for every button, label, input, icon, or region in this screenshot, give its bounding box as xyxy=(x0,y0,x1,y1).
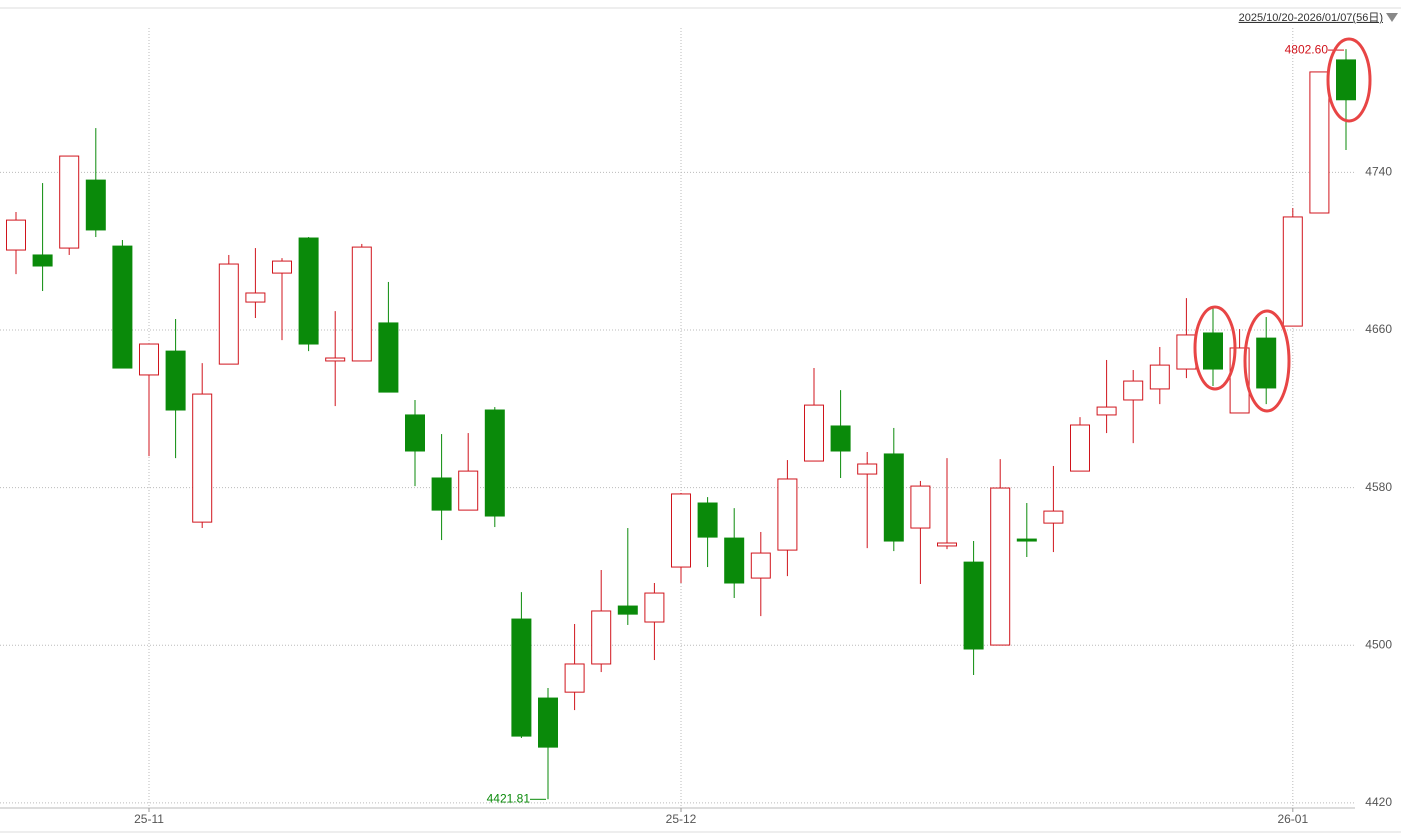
candle-body xyxy=(963,561,984,650)
candle-body xyxy=(830,425,851,452)
candle-body xyxy=(511,618,532,737)
highlight-circle xyxy=(1243,309,1291,413)
candle-body xyxy=(1256,337,1277,389)
y-tick-label: 4500 xyxy=(1365,637,1392,651)
candle-body xyxy=(165,350,186,411)
highlight-circle xyxy=(1193,305,1237,391)
candle-body xyxy=(750,552,771,579)
candle-body xyxy=(591,610,612,665)
highlight-circle xyxy=(1326,37,1372,123)
y-tick-label: 4740 xyxy=(1365,165,1392,179)
candle-body xyxy=(298,237,319,345)
candle-body xyxy=(697,502,718,538)
candle-body xyxy=(218,263,239,365)
candle-body xyxy=(671,493,691,568)
candle-body xyxy=(32,254,53,267)
candle-body xyxy=(1282,216,1303,327)
candle-body xyxy=(192,393,213,523)
candle-body xyxy=(538,697,558,748)
x-tick-label: 25-11 xyxy=(134,812,164,826)
candle-body xyxy=(245,292,266,303)
range-label[interactable]: 2025/10/20-2026/01/07(56日) xyxy=(1239,12,1383,24)
candle-body xyxy=(644,592,665,623)
candle-body xyxy=(777,478,798,551)
candle-body xyxy=(351,246,372,362)
y-tick-label: 4660 xyxy=(1365,322,1392,336)
y-tick-label: 4420 xyxy=(1365,795,1392,809)
candle-body xyxy=(1203,332,1223,370)
candle-body xyxy=(272,260,292,274)
low-annotation: 4421.81 xyxy=(487,791,531,805)
y-tick-label: 4580 xyxy=(1365,480,1392,494)
candle-body xyxy=(1176,334,1197,370)
candle-body xyxy=(6,219,26,251)
candle-body xyxy=(378,322,399,393)
candle-body xyxy=(458,470,479,511)
candle-body xyxy=(857,463,878,475)
range-dropdown[interactable] xyxy=(1386,13,1398,22)
candle-body xyxy=(1123,380,1144,401)
candle-body xyxy=(883,453,904,542)
x-tick-label: 26-01 xyxy=(1277,812,1308,826)
plot: 4420 4500 4580 4660 4740 25-11 25-12 26-01 4802.… xyxy=(0,28,1392,826)
candle-body xyxy=(1043,510,1064,524)
x-tick-label: 25-12 xyxy=(666,812,697,826)
candle-body xyxy=(910,485,931,529)
candle-body xyxy=(1149,364,1170,390)
candle-body xyxy=(112,245,133,369)
candle-body xyxy=(564,663,585,693)
candle-body xyxy=(325,357,346,362)
candle-body xyxy=(431,477,452,511)
candle-body xyxy=(1016,538,1037,542)
candle-body xyxy=(405,414,425,452)
candle-body xyxy=(59,155,80,249)
candle-body xyxy=(1070,424,1090,472)
candle-body xyxy=(937,542,957,547)
candle-body xyxy=(1336,59,1356,101)
candle-body xyxy=(617,605,638,615)
candle-body xyxy=(804,404,824,462)
high-annotation: 4802.60 xyxy=(1285,42,1329,56)
candle-body xyxy=(85,179,106,231)
candle-body xyxy=(1096,406,1117,416)
candle-body xyxy=(724,537,745,584)
candle-body xyxy=(990,487,1011,646)
candle-body xyxy=(139,343,159,376)
candle-body xyxy=(1309,71,1330,214)
candle-body xyxy=(484,409,505,517)
